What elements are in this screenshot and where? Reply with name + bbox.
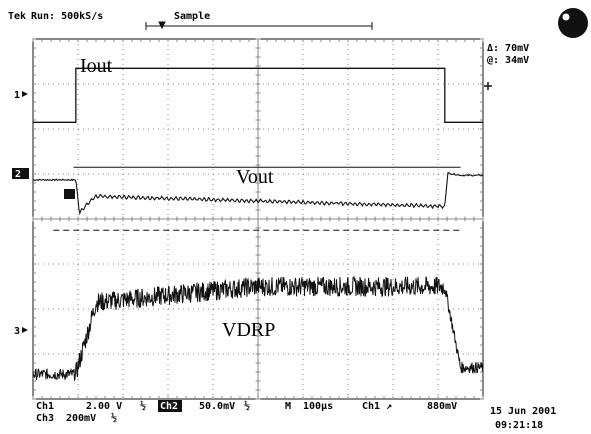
- svg-text:2: 2: [15, 169, 21, 180]
- ch3-label: Ch3: [36, 413, 54, 424]
- cursor-at-readout: @: 34mV: [487, 55, 529, 66]
- ch3-coupling: ½: [111, 412, 117, 424]
- channel-marker-1: 1: [14, 90, 28, 101]
- svg-text:3: 3: [14, 326, 20, 337]
- date-readout: 15 Jun 2001: [490, 406, 556, 417]
- ch2-label: Ch2: [160, 401, 178, 412]
- run-status: Run: 500kS/s: [31, 11, 103, 22]
- ch1-coupling: ½: [140, 400, 146, 412]
- trigger-slope: ↗: [386, 401, 392, 412]
- ch1-scale: 2.00 V: [86, 401, 122, 412]
- ch3-scale: 200mV: [66, 413, 96, 424]
- trace-vout: [32, 172, 484, 216]
- ch2-coupling: ½: [244, 400, 250, 412]
- trigger-level: 880mV: [427, 401, 457, 412]
- series-label-vout: Vout: [236, 166, 274, 188]
- trace-iout: [33, 67, 483, 123]
- acquisition-mode: Sample: [174, 11, 210, 22]
- trigger-source: Ch1: [362, 401, 380, 412]
- graticule-center-axes: [32, 38, 484, 400]
- cursor-delta-readout: Δ: 70mV: [487, 43, 529, 54]
- channel-marker-2: 2: [12, 168, 29, 180]
- svg-text:1: 1: [14, 90, 20, 101]
- trigger-level-marker: [484, 82, 492, 90]
- cursor-handle-marker: [64, 189, 75, 199]
- timebase-label: M: [285, 401, 291, 412]
- timebase-value: 100µs: [303, 401, 333, 412]
- status-indicator-icon: [558, 8, 588, 38]
- channel-marker-3: 3: [14, 326, 28, 337]
- trace-vdrp: [32, 275, 484, 382]
- series-label-vdrp: VDRP: [222, 319, 275, 341]
- horizontal-cursors: [53, 166, 461, 231]
- footer-readouts: Ch1 2.00 V ½ Ch2 50.0mV ½ M 100µs Ch1 ↗ …: [36, 400, 556, 431]
- ch1-label: Ch1: [36, 401, 54, 412]
- ch2-label-box: [158, 400, 182, 412]
- record-position-indicator: [145, 21, 373, 30]
- series-label-iout: Iout: [80, 55, 113, 77]
- brand-label: Tek: [8, 11, 26, 22]
- ch2-scale: 50.0mV: [199, 401, 235, 412]
- time-readout: 09:21:18: [495, 420, 543, 431]
